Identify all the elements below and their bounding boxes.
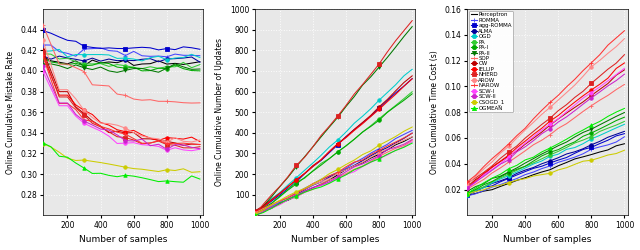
X-axis label: Number of samples: Number of samples <box>291 236 380 244</box>
Legend: Perceptron, ROMMA, agg-ROMMA, ALMA, OGD, PA, PA-I, PA-II, SOP, CW, IELLIP, NHERD: Perceptron, ROMMA, agg-ROMMA, ALMA, OGD,… <box>469 11 513 112</box>
X-axis label: Number of samples: Number of samples <box>79 236 167 244</box>
Y-axis label: Online Cumulative Number of Updates: Online Cumulative Number of Updates <box>216 38 225 186</box>
Y-axis label: Online Cumulative Mistake Rate: Online Cumulative Mistake Rate <box>6 51 15 174</box>
X-axis label: Number of samples: Number of samples <box>503 236 591 244</box>
Y-axis label: Online Cumulative Time Cost (s): Online Cumulative Time Cost (s) <box>430 50 439 174</box>
